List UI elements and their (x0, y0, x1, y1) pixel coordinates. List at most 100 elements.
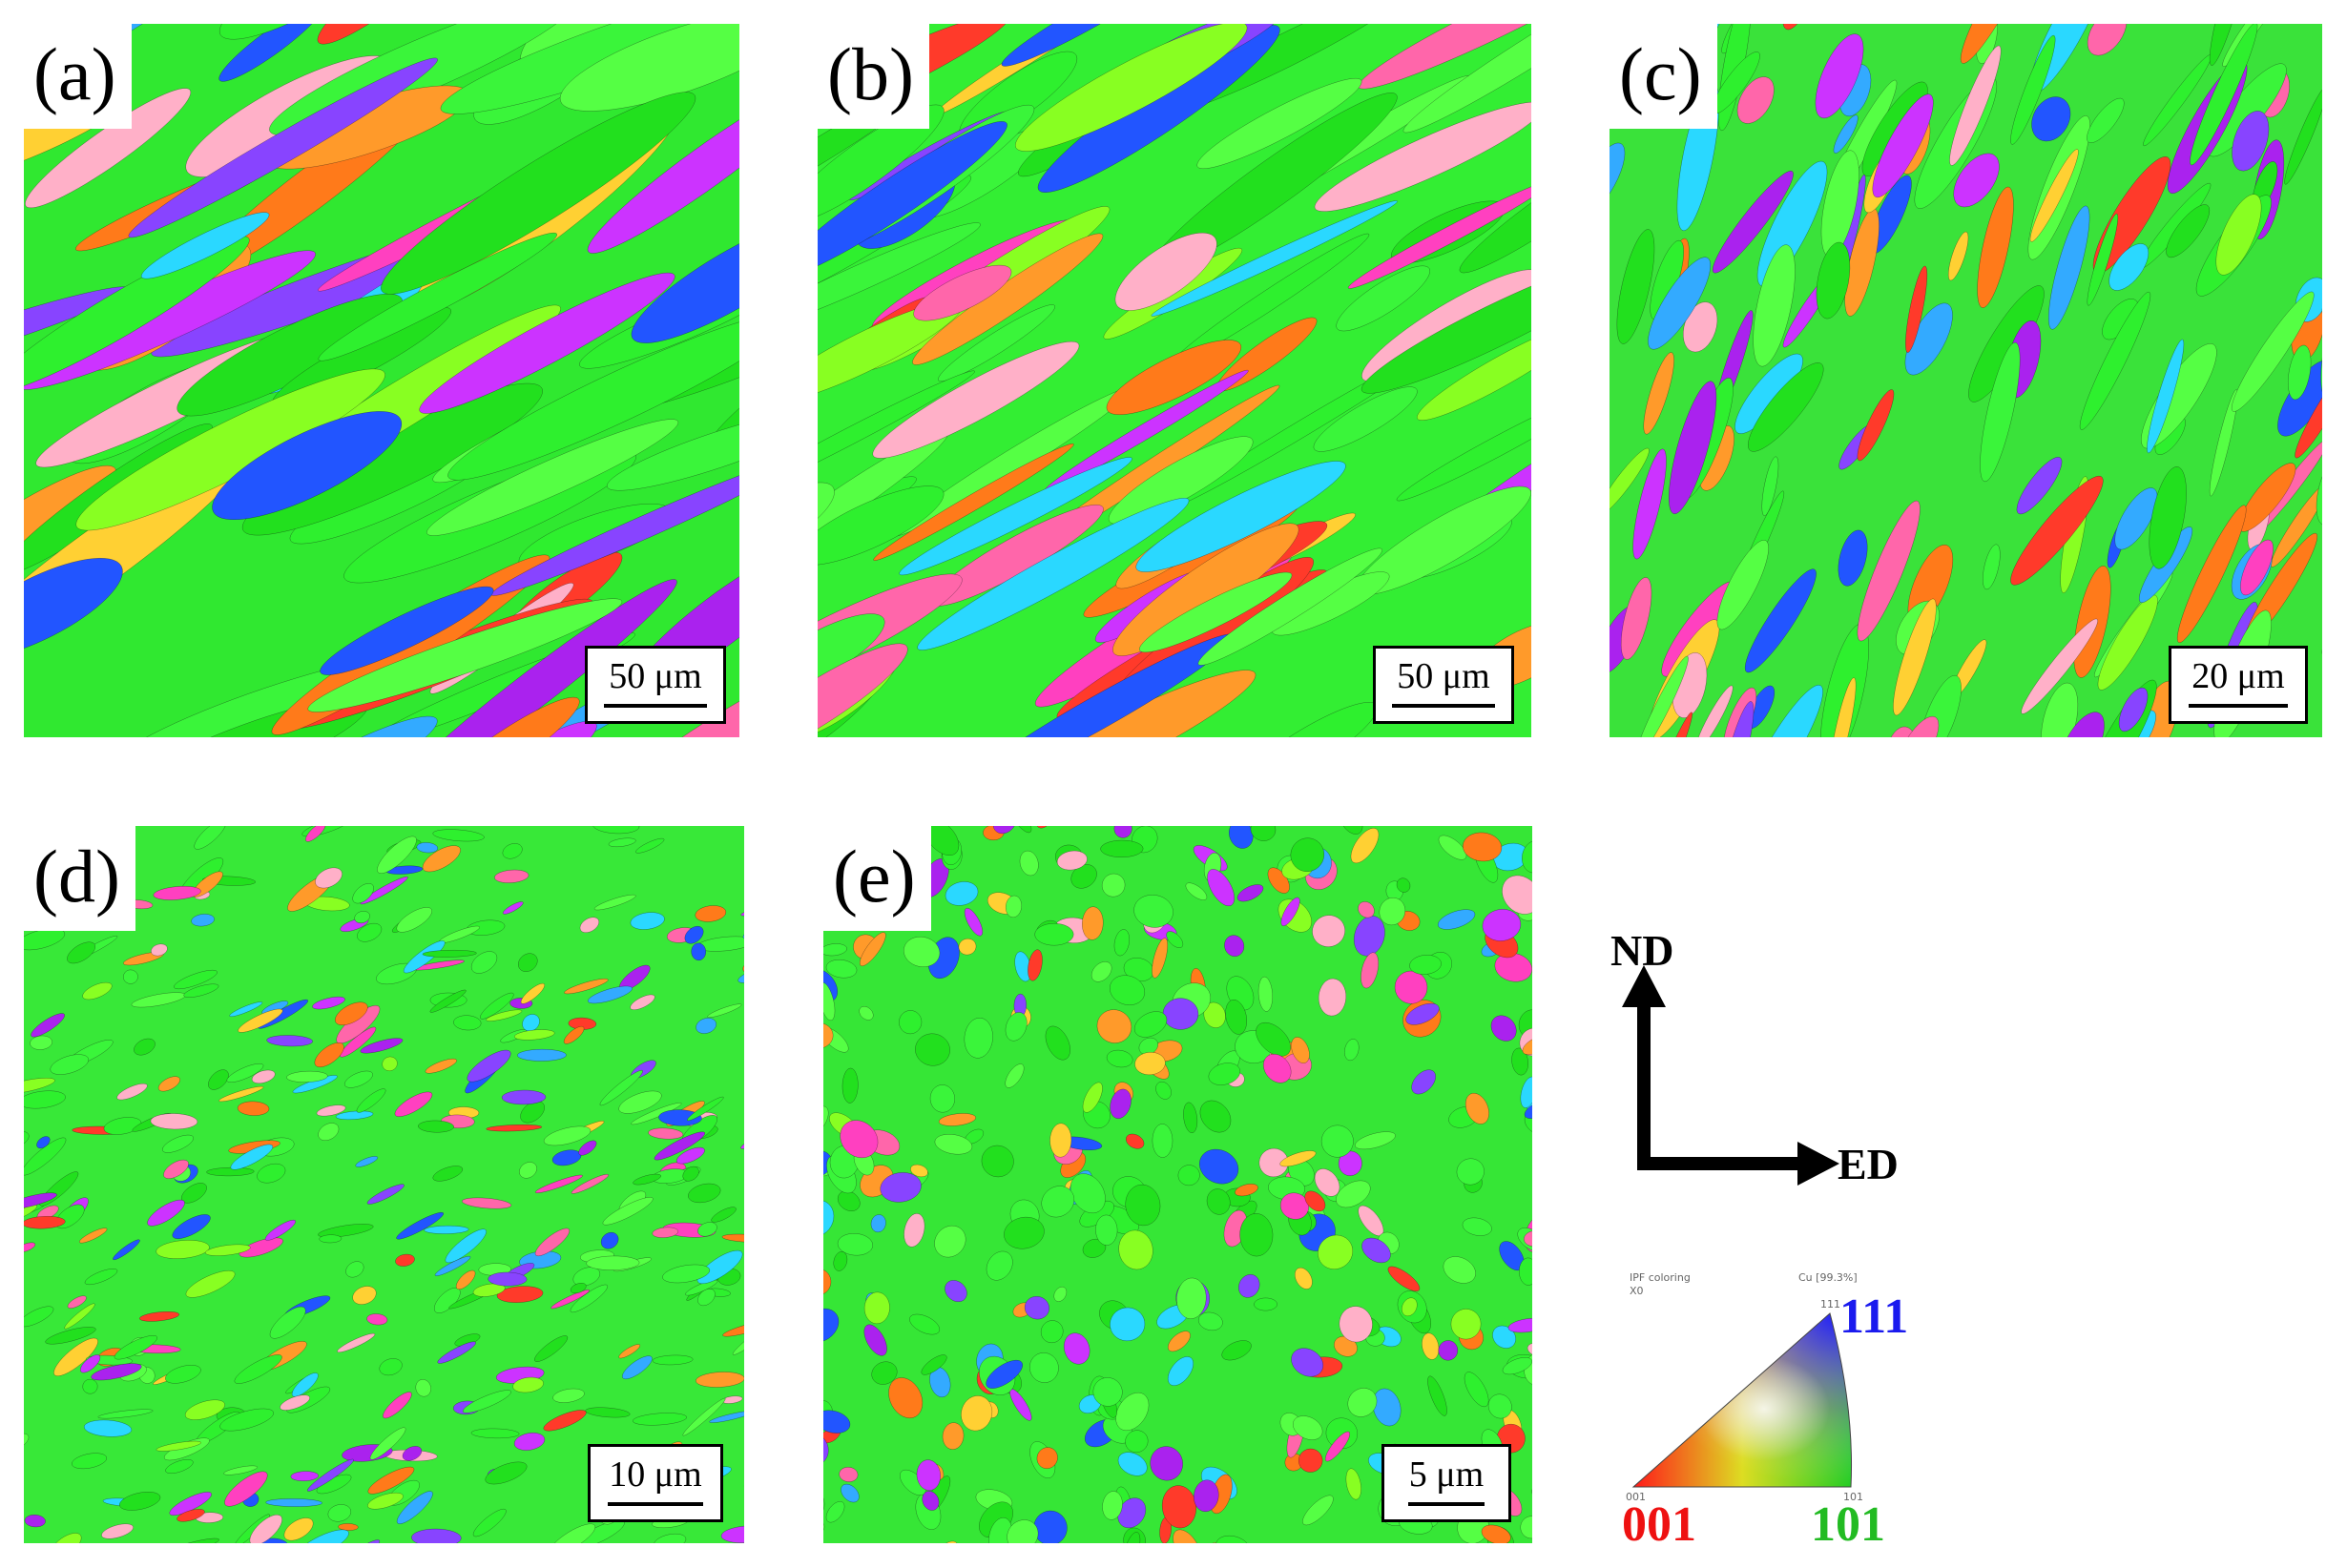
grain (684, 1277, 719, 1298)
grain (150, 942, 169, 959)
scale-bar-a: 50 μm (585, 646, 726, 724)
grain (1461, 1089, 1493, 1127)
grain (1036, 1180, 1080, 1223)
grain (2010, 452, 2068, 520)
grain (1122, 1427, 1152, 1455)
grain (919, 1488, 942, 1513)
grain (182, 1266, 238, 1303)
grain (367, 1424, 409, 1463)
grain (1100, 423, 1261, 537)
grain (1049, 1123, 1071, 1157)
grain (695, 1286, 718, 1310)
grain (818, 471, 952, 580)
grain (24, 1215, 66, 1229)
grain (1079, 1080, 1107, 1116)
grain (365, 1182, 405, 1207)
grain (962, 906, 987, 939)
grain (731, 1318, 744, 1358)
grain (586, 982, 633, 1006)
grain (350, 1283, 379, 1308)
grain (1107, 1086, 1134, 1121)
grain (514, 1028, 555, 1042)
grain (901, 1211, 927, 1249)
grain (294, 1524, 352, 1543)
grain (1349, 912, 1390, 959)
ebsd-orientation-map (823, 826, 1532, 1543)
grain (1911, 671, 1970, 737)
grain (823, 981, 838, 1022)
grain (737, 964, 744, 985)
grain (1758, 456, 1781, 517)
grain (1312, 1228, 1360, 1276)
grain (102, 1115, 142, 1138)
grain (205, 1243, 251, 1258)
grain (494, 869, 530, 884)
grain (576, 66, 739, 268)
grain (1321, 1125, 1354, 1158)
grain (410, 258, 684, 429)
grain (516, 1159, 540, 1182)
grain (136, 204, 274, 288)
grain (1202, 865, 1240, 911)
grain (1250, 1016, 1297, 1063)
grain (1291, 1265, 1316, 1292)
grain (1298, 1491, 1338, 1529)
grain (1358, 1233, 1395, 1269)
grain (1025, 1348, 1064, 1388)
grain (652, 1128, 707, 1165)
grain (838, 1480, 862, 1505)
grain (467, 947, 501, 978)
grain (1435, 831, 1470, 864)
grain (1709, 534, 1777, 635)
grain (2113, 684, 2153, 736)
grain (823, 1192, 841, 1244)
ipf-outline (1631, 1312, 1853, 1488)
grain (392, 1087, 436, 1121)
grain (2089, 589, 2167, 696)
grain (534, 1172, 584, 1195)
grain (1410, 313, 1531, 431)
grain (255, 1537, 289, 1543)
grain (706, 1001, 742, 1020)
grain (1001, 1514, 1045, 1543)
grain (1106, 1048, 1134, 1069)
grain (633, 1172, 662, 1187)
grain (238, 1101, 269, 1116)
sample-axes: ND ED (1603, 916, 1937, 1202)
grain (1221, 933, 1247, 959)
grain (326, 1502, 353, 1524)
grain (1523, 1229, 1532, 1247)
grain (1615, 575, 1658, 663)
grain (380, 566, 688, 737)
grain (1516, 1512, 1532, 1542)
grain (550, 24, 739, 132)
grain (2223, 286, 2322, 418)
grain (488, 1272, 528, 1287)
grain (380, 1055, 399, 1074)
grain (1098, 327, 1249, 428)
grain (463, 1044, 514, 1086)
grain (740, 903, 744, 941)
grain (1108, 1306, 1147, 1344)
grain (1196, 1310, 1224, 1333)
grain (255, 1160, 288, 1186)
grain (343, 1258, 366, 1280)
scale-bar-line (1408, 1502, 1485, 1506)
grain (906, 1310, 943, 1339)
grain (691, 942, 706, 960)
grain (1124, 1131, 1147, 1152)
grain (1833, 527, 1872, 589)
grain (1278, 1147, 1318, 1169)
grain (100, 1521, 135, 1542)
grain (680, 1396, 727, 1438)
grain (1388, 964, 1434, 1010)
grain (870, 438, 1078, 567)
grain (432, 828, 485, 843)
grain (1277, 1189, 1312, 1224)
grain (1638, 250, 1721, 357)
grain (1824, 676, 1860, 737)
grain (250, 1067, 276, 1085)
grain (1329, 256, 1438, 340)
ipf-label-001: 001 (1622, 1497, 1696, 1552)
grain (1852, 386, 1900, 464)
